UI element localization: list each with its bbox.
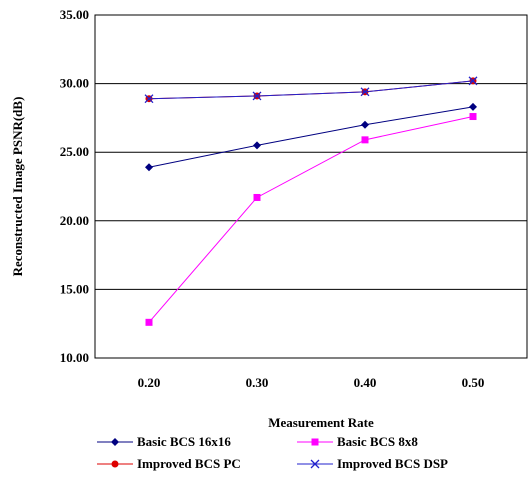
gridlines bbox=[95, 14, 527, 359]
series-line bbox=[148, 80, 474, 100]
legend-label: Basic BCS 8x8 bbox=[337, 434, 418, 449]
legend-item: Improved BCS DSP bbox=[297, 456, 448, 471]
legend-marker bbox=[310, 459, 320, 469]
data-point bbox=[144, 94, 154, 104]
data-point bbox=[253, 141, 261, 150]
data-point bbox=[360, 87, 370, 97]
data-point bbox=[361, 120, 369, 129]
y-tick-label: 35.00 bbox=[60, 7, 89, 22]
series-1 bbox=[145, 102, 477, 172]
x-tick-label: 0.50 bbox=[462, 375, 485, 390]
series-layer bbox=[144, 76, 478, 326]
x-tick-label: 0.30 bbox=[246, 375, 269, 390]
legend: Basic BCS 16x16 Basic BCS 8x8 Improved BCS… bbox=[97, 434, 448, 471]
y-tick-label: 30.00 bbox=[60, 76, 89, 91]
legend-label: Improved BCS DSP bbox=[337, 456, 448, 471]
y-tick-label: 25.00 bbox=[60, 144, 89, 159]
legend-item: Basic BCS 8x8 bbox=[297, 434, 418, 449]
series-2 bbox=[145, 113, 477, 326]
data-point bbox=[469, 102, 477, 111]
x-tick-label: 0.40 bbox=[354, 375, 377, 390]
legend-item: Improved BCS PC bbox=[97, 456, 241, 471]
y-tick-label: 10.00 bbox=[60, 350, 89, 365]
legend-item: Basic BCS 16x16 bbox=[97, 434, 231, 449]
data-point bbox=[253, 193, 261, 201]
legend-marker bbox=[111, 460, 119, 468]
series-3 bbox=[145, 77, 477, 103]
x-tick-label: 0.20 bbox=[138, 375, 161, 390]
series-4 bbox=[144, 76, 478, 104]
x-axis-title: Measurement Rate bbox=[268, 415, 374, 430]
y-axis-ticks: 10.00 15.00 20.00 25.00 30.00 35.00 bbox=[60, 7, 89, 365]
legend-marker bbox=[111, 438, 119, 446]
legend-label: Basic BCS 16x16 bbox=[137, 434, 231, 449]
data-point bbox=[252, 91, 262, 101]
y-tick-label: 15.00 bbox=[60, 281, 89, 296]
y-axis-title: Reconstructed Image PSNR(dB) bbox=[10, 97, 25, 277]
data-point bbox=[145, 318, 153, 326]
legend-marker bbox=[311, 438, 319, 446]
series-line bbox=[148, 116, 474, 323]
legend-label: Improved BCS PC bbox=[137, 456, 241, 471]
x-axis-ticks: 0.20 0.30 0.40 0.50 bbox=[138, 375, 485, 390]
data-point bbox=[468, 76, 478, 86]
data-point bbox=[469, 113, 477, 121]
series-line bbox=[148, 106, 474, 168]
plot-area bbox=[94, 14, 528, 359]
data-point bbox=[361, 136, 369, 144]
y-tick-label: 20.00 bbox=[60, 213, 89, 228]
data-point bbox=[145, 163, 153, 172]
